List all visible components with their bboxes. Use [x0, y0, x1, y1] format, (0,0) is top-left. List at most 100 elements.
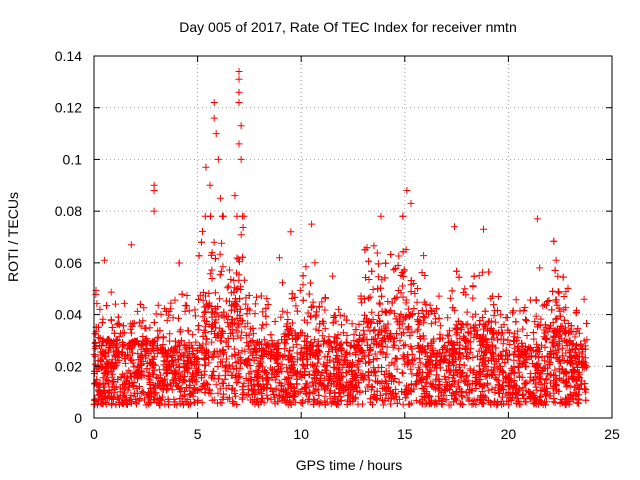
data-point	[457, 399, 465, 407]
data-point	[292, 302, 300, 310]
data-point	[402, 296, 410, 304]
data-point	[176, 328, 184, 336]
data-point	[114, 320, 122, 328]
data-point	[359, 400, 366, 408]
data-point	[375, 299, 383, 307]
data-point	[147, 348, 155, 356]
data-point	[275, 368, 283, 376]
data-point	[224, 368, 232, 376]
data-point	[420, 335, 428, 343]
data-point	[426, 353, 434, 361]
data-point	[309, 389, 317, 397]
data-point	[158, 393, 166, 401]
data-point	[288, 290, 296, 298]
data-point	[445, 362, 453, 370]
data-point	[377, 212, 385, 220]
data-point	[148, 342, 156, 350]
data-point	[352, 382, 359, 390]
data-point	[264, 394, 272, 402]
data-point	[245, 377, 253, 385]
data-point	[188, 358, 196, 366]
data-point	[562, 369, 570, 377]
data-point	[387, 251, 395, 258]
data-point	[549, 343, 557, 351]
data-point	[429, 346, 437, 354]
data-point	[167, 347, 174, 355]
data-point	[370, 242, 378, 250]
data-point	[123, 369, 131, 377]
data-point	[293, 349, 301, 357]
data-point	[259, 353, 267, 360]
data-point	[152, 389, 160, 397]
x-tick-label: 25	[604, 426, 620, 442]
data-point	[573, 399, 581, 407]
data-point	[263, 341, 271, 349]
data-point	[185, 347, 193, 355]
data-point	[150, 207, 158, 215]
data-point	[215, 313, 223, 321]
data-point	[132, 396, 140, 403]
data-point	[237, 334, 245, 342]
data-point	[560, 370, 568, 378]
data-point	[547, 322, 555, 330]
data-point	[135, 340, 143, 348]
data-point	[152, 344, 160, 352]
data-point	[571, 383, 579, 391]
data-point	[299, 272, 307, 280]
data-point	[489, 349, 496, 357]
data-point	[302, 380, 310, 388]
data-point	[117, 373, 125, 381]
data-point	[289, 392, 297, 400]
data-point	[369, 286, 377, 293]
data-point	[376, 317, 384, 325]
data-point	[237, 316, 245, 324]
data-point	[289, 335, 297, 343]
data-point	[145, 368, 153, 376]
data-point	[453, 338, 461, 346]
data-point	[205, 302, 212, 310]
data-point	[402, 312, 410, 320]
data-point	[214, 389, 222, 397]
data-point	[510, 377, 518, 385]
data-point	[142, 337, 150, 345]
data-point	[165, 401, 172, 409]
data-point	[450, 371, 458, 379]
data-point	[352, 373, 360, 381]
data-point	[169, 314, 177, 322]
data-point	[199, 296, 207, 304]
data-point	[97, 364, 105, 372]
data-point	[363, 315, 371, 323]
data-point	[550, 395, 558, 402]
data-point	[154, 349, 162, 357]
data-point	[356, 348, 364, 356]
data-point	[419, 368, 426, 376]
data-point	[469, 369, 477, 377]
data-point	[533, 215, 541, 223]
data-point	[583, 363, 591, 371]
data-point	[318, 369, 326, 377]
data-point	[567, 322, 575, 330]
data-point	[438, 398, 446, 405]
data-point	[534, 366, 542, 374]
data-point	[415, 354, 423, 362]
data-point	[356, 332, 364, 339]
data-point	[239, 317, 247, 325]
data-point	[308, 378, 316, 386]
data-point	[534, 363, 542, 371]
data-point	[216, 295, 224, 303]
data-point	[212, 381, 220, 389]
data-point	[420, 319, 428, 327]
data-point	[195, 322, 203, 330]
data-point	[390, 360, 398, 368]
data-point	[210, 99, 218, 106]
data-point	[226, 394, 233, 402]
data-point	[207, 212, 215, 220]
data-point	[208, 372, 216, 380]
data-point	[553, 314, 561, 322]
data-point	[126, 380, 134, 388]
grid-lines	[94, 56, 612, 418]
data-point	[144, 400, 152, 408]
data-point	[374, 331, 382, 339]
data-point	[163, 316, 171, 324]
data-point	[451, 223, 458, 231]
